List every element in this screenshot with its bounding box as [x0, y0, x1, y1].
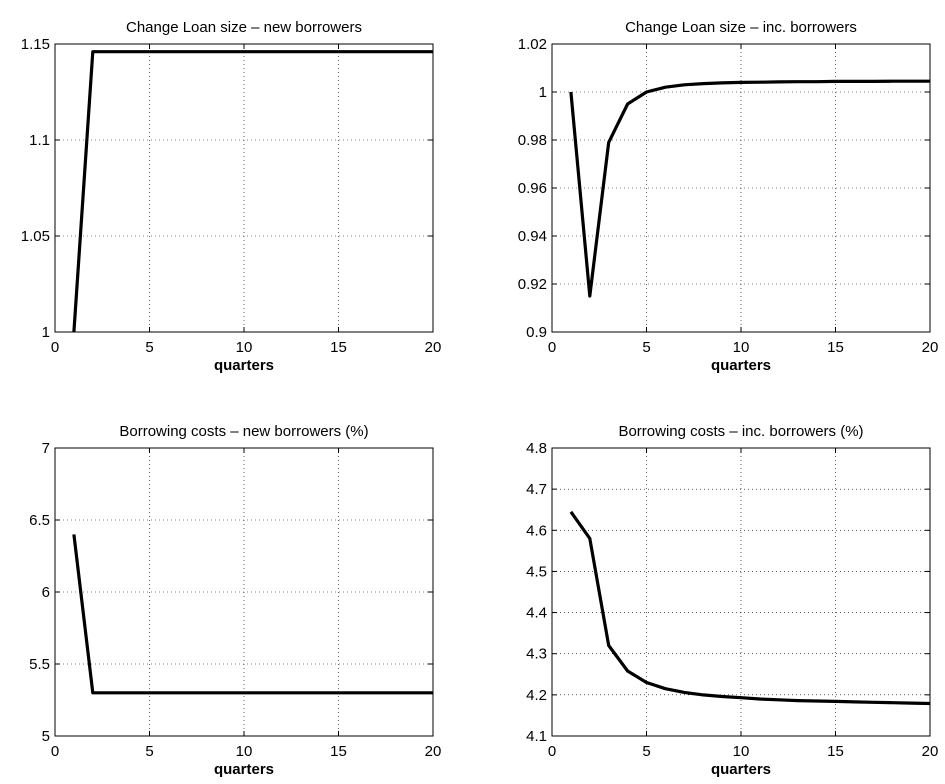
x-tick-label: 0	[51, 339, 59, 356]
series-line-1	[569, 79, 930, 298]
series-line-1	[569, 510, 931, 706]
x-tick-label: 10	[236, 743, 253, 760]
x-tick-label: 0	[548, 743, 556, 760]
chart-panel-4: 0 5 10 15 20 4.1 4.2 4.3 4.4 4.5 4.6 4.7 4.8 Borrowin…	[526, 423, 938, 778]
y-tick-label: 0.98	[518, 132, 547, 149]
y-tick-label: 1.1	[29, 132, 50, 149]
x-tick-label: 20	[922, 339, 939, 356]
y-tick-label: 5	[42, 728, 50, 745]
x-tick-label: 10	[733, 339, 750, 356]
x-tick-label: 10	[236, 339, 253, 356]
x-tick-label: 20	[425, 339, 442, 356]
x-tick-label: 5	[642, 743, 650, 760]
y-tick-label: 4.2	[526, 687, 547, 704]
y-tick-label: 7	[42, 440, 50, 457]
y-tick-label: 4.6	[526, 522, 547, 539]
y-tick-label: 1.02	[518, 36, 547, 53]
series-line-1	[72, 50, 433, 333]
y-tick-label: 4.3	[526, 646, 547, 663]
x-tick-label: 20	[425, 743, 442, 760]
x-tick-label: 20	[922, 743, 939, 760]
y-tick-label: 6.5	[29, 512, 50, 529]
y-tick-label: 0.96	[518, 180, 547, 197]
chart-panel-2: 0 5 10 15 20 0.9 0.92 0.94 0.96 0.98 1 1.02 Change L…	[518, 19, 939, 374]
x-tick-label: 0	[548, 339, 556, 356]
x-tick-label: 10	[733, 743, 750, 760]
chart-panel-1: 0 5 10 15 20 1 1.05 1.1 1.15 Change Loan size – n…	[21, 19, 442, 374]
y-tick-label: 1	[539, 84, 547, 101]
y-tick-label: 4.8	[526, 440, 547, 457]
chart-title: Borrowing costs – new borrowers (%)	[119, 423, 368, 440]
y-tick-label: 4.7	[526, 481, 547, 498]
y-tick-label: 1.15	[21, 36, 50, 53]
x-tick-label: 0	[51, 743, 59, 760]
x-axis-label: quarters	[711, 761, 771, 778]
series-line-1	[72, 534, 433, 695]
y-tick-label: 0.94	[518, 228, 547, 245]
x-tick-label: 15	[330, 339, 347, 356]
y-tick-label: 1.05	[21, 228, 50, 245]
x-tick-label: 5	[642, 339, 650, 356]
y-tick-label: 4.1	[526, 728, 547, 745]
chart-title: Change Loan size – new borrowers	[126, 19, 362, 36]
x-tick-label: 15	[827, 339, 844, 356]
x-tick-label: 15	[330, 743, 347, 760]
y-tick-label: 6	[42, 584, 50, 601]
chart-title: Borrowing costs – inc. borrowers (%)	[618, 423, 863, 440]
y-tick-label: 4.5	[526, 563, 547, 580]
y-tick-label: 1	[42, 324, 50, 341]
y-tick-label: 5.5	[29, 656, 50, 673]
x-tick-label: 5	[145, 339, 153, 356]
chart-title: Change Loan size – inc. borrowers	[625, 19, 857, 36]
x-axis-label: quarters	[214, 761, 274, 778]
x-axis-label: quarters	[214, 357, 274, 374]
y-tick-label: 0.9	[526, 324, 547, 341]
x-axis-label: quarters	[711, 357, 771, 374]
y-tick-label: 4.4	[526, 605, 547, 622]
x-tick-label: 15	[827, 743, 844, 760]
x-tick-label: 5	[145, 743, 153, 760]
y-tick-label: 0.92	[518, 276, 547, 293]
